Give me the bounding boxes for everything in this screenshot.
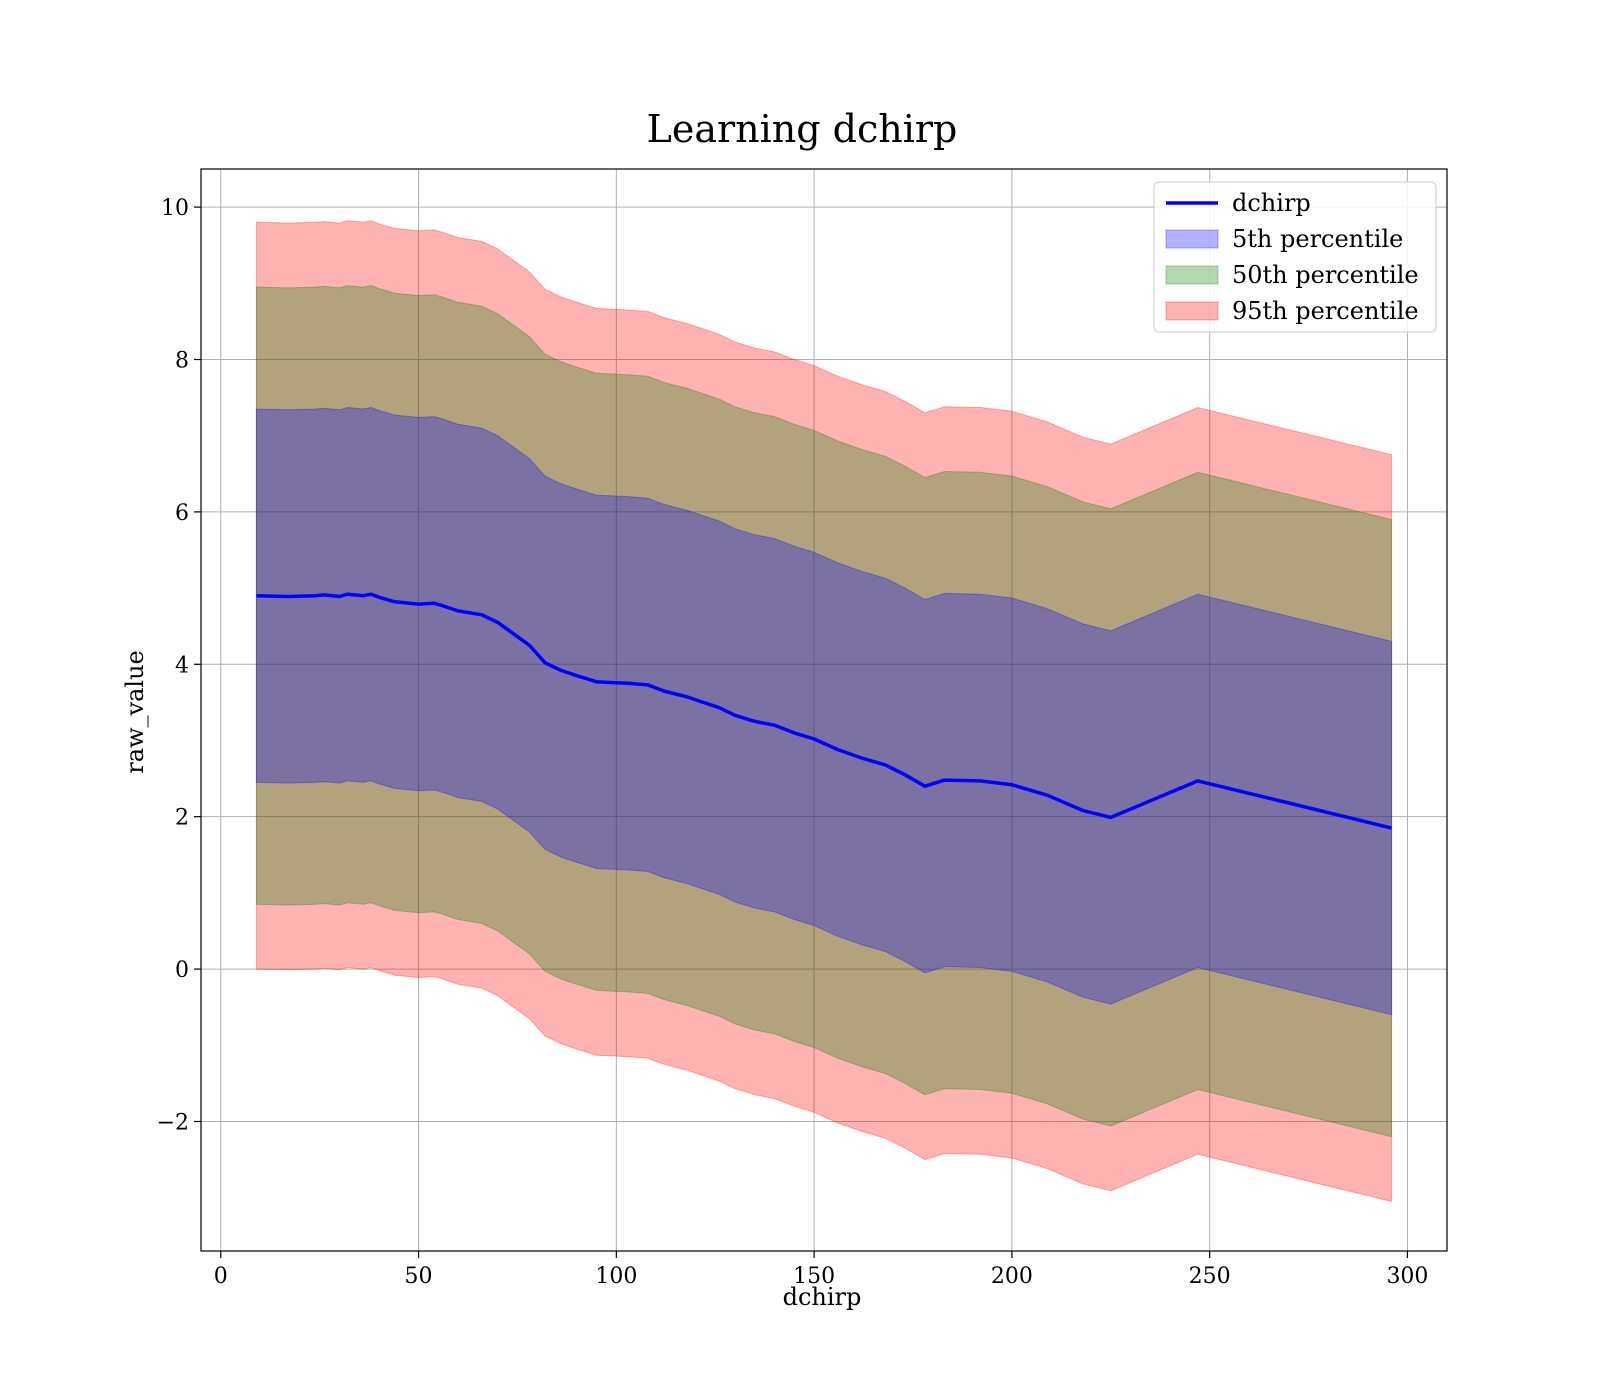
- legend-label: dchirp: [1232, 189, 1311, 217]
- y-tick-label: 2: [175, 806, 189, 831]
- x-tick-label: 100: [595, 1264, 637, 1289]
- series-line-layer: [256, 592, 1393, 830]
- legend-label: 95th percentile: [1232, 297, 1419, 325]
- chart-title: Learning dchirp: [647, 107, 958, 151]
- y-tick-label: 6: [175, 501, 189, 526]
- grid: [201, 169, 1447, 1251]
- series-line-dchirp: [256, 592, 1393, 830]
- y-tick-label: 8: [175, 348, 189, 373]
- y-tick-label: 10: [161, 196, 189, 221]
- percentile-bands: [255, 220, 1393, 1203]
- band-5th-percentile: [255, 406, 1393, 1016]
- x-tick-label: 150: [793, 1264, 835, 1289]
- x-axis-label: dchirp: [783, 1283, 862, 1311]
- y-tick-label: 0: [175, 958, 189, 983]
- x-tick-label: 50: [405, 1264, 433, 1289]
- plot-frame: [200, 168, 1448, 1252]
- x-tick-label: 300: [1386, 1264, 1428, 1289]
- legend-box: [1153, 181, 1437, 333]
- band-95th-percentile: [255, 220, 1393, 1203]
- y-tick-label: −2: [157, 1110, 189, 1135]
- legend-swatch-50th-percentile: [1165, 265, 1219, 285]
- legend-swatch-95th-percentile: [1165, 301, 1219, 321]
- axis-ticks: 0 50 100 150 200 250 300 −2 0 2 4 6 8 10: [157, 196, 1429, 1289]
- y-axis-label: raw_value: [121, 650, 149, 774]
- x-tick-label: 250: [1189, 1264, 1231, 1289]
- y-tick-label: 4: [175, 653, 189, 678]
- x-tick-label: 200: [991, 1264, 1033, 1289]
- x-tick-label: 0: [214, 1264, 228, 1289]
- legend-swatch-5th-percentile: [1165, 229, 1219, 249]
- band-50th-percentile: [255, 285, 1393, 1138]
- plot-area: [201, 169, 1447, 1251]
- legend-label: 5th percentile: [1232, 225, 1403, 253]
- legend-label: 50th percentile: [1232, 261, 1419, 289]
- legend: dchirp 5th percentile 50th percentile 95th …: [1153, 181, 1437, 333]
